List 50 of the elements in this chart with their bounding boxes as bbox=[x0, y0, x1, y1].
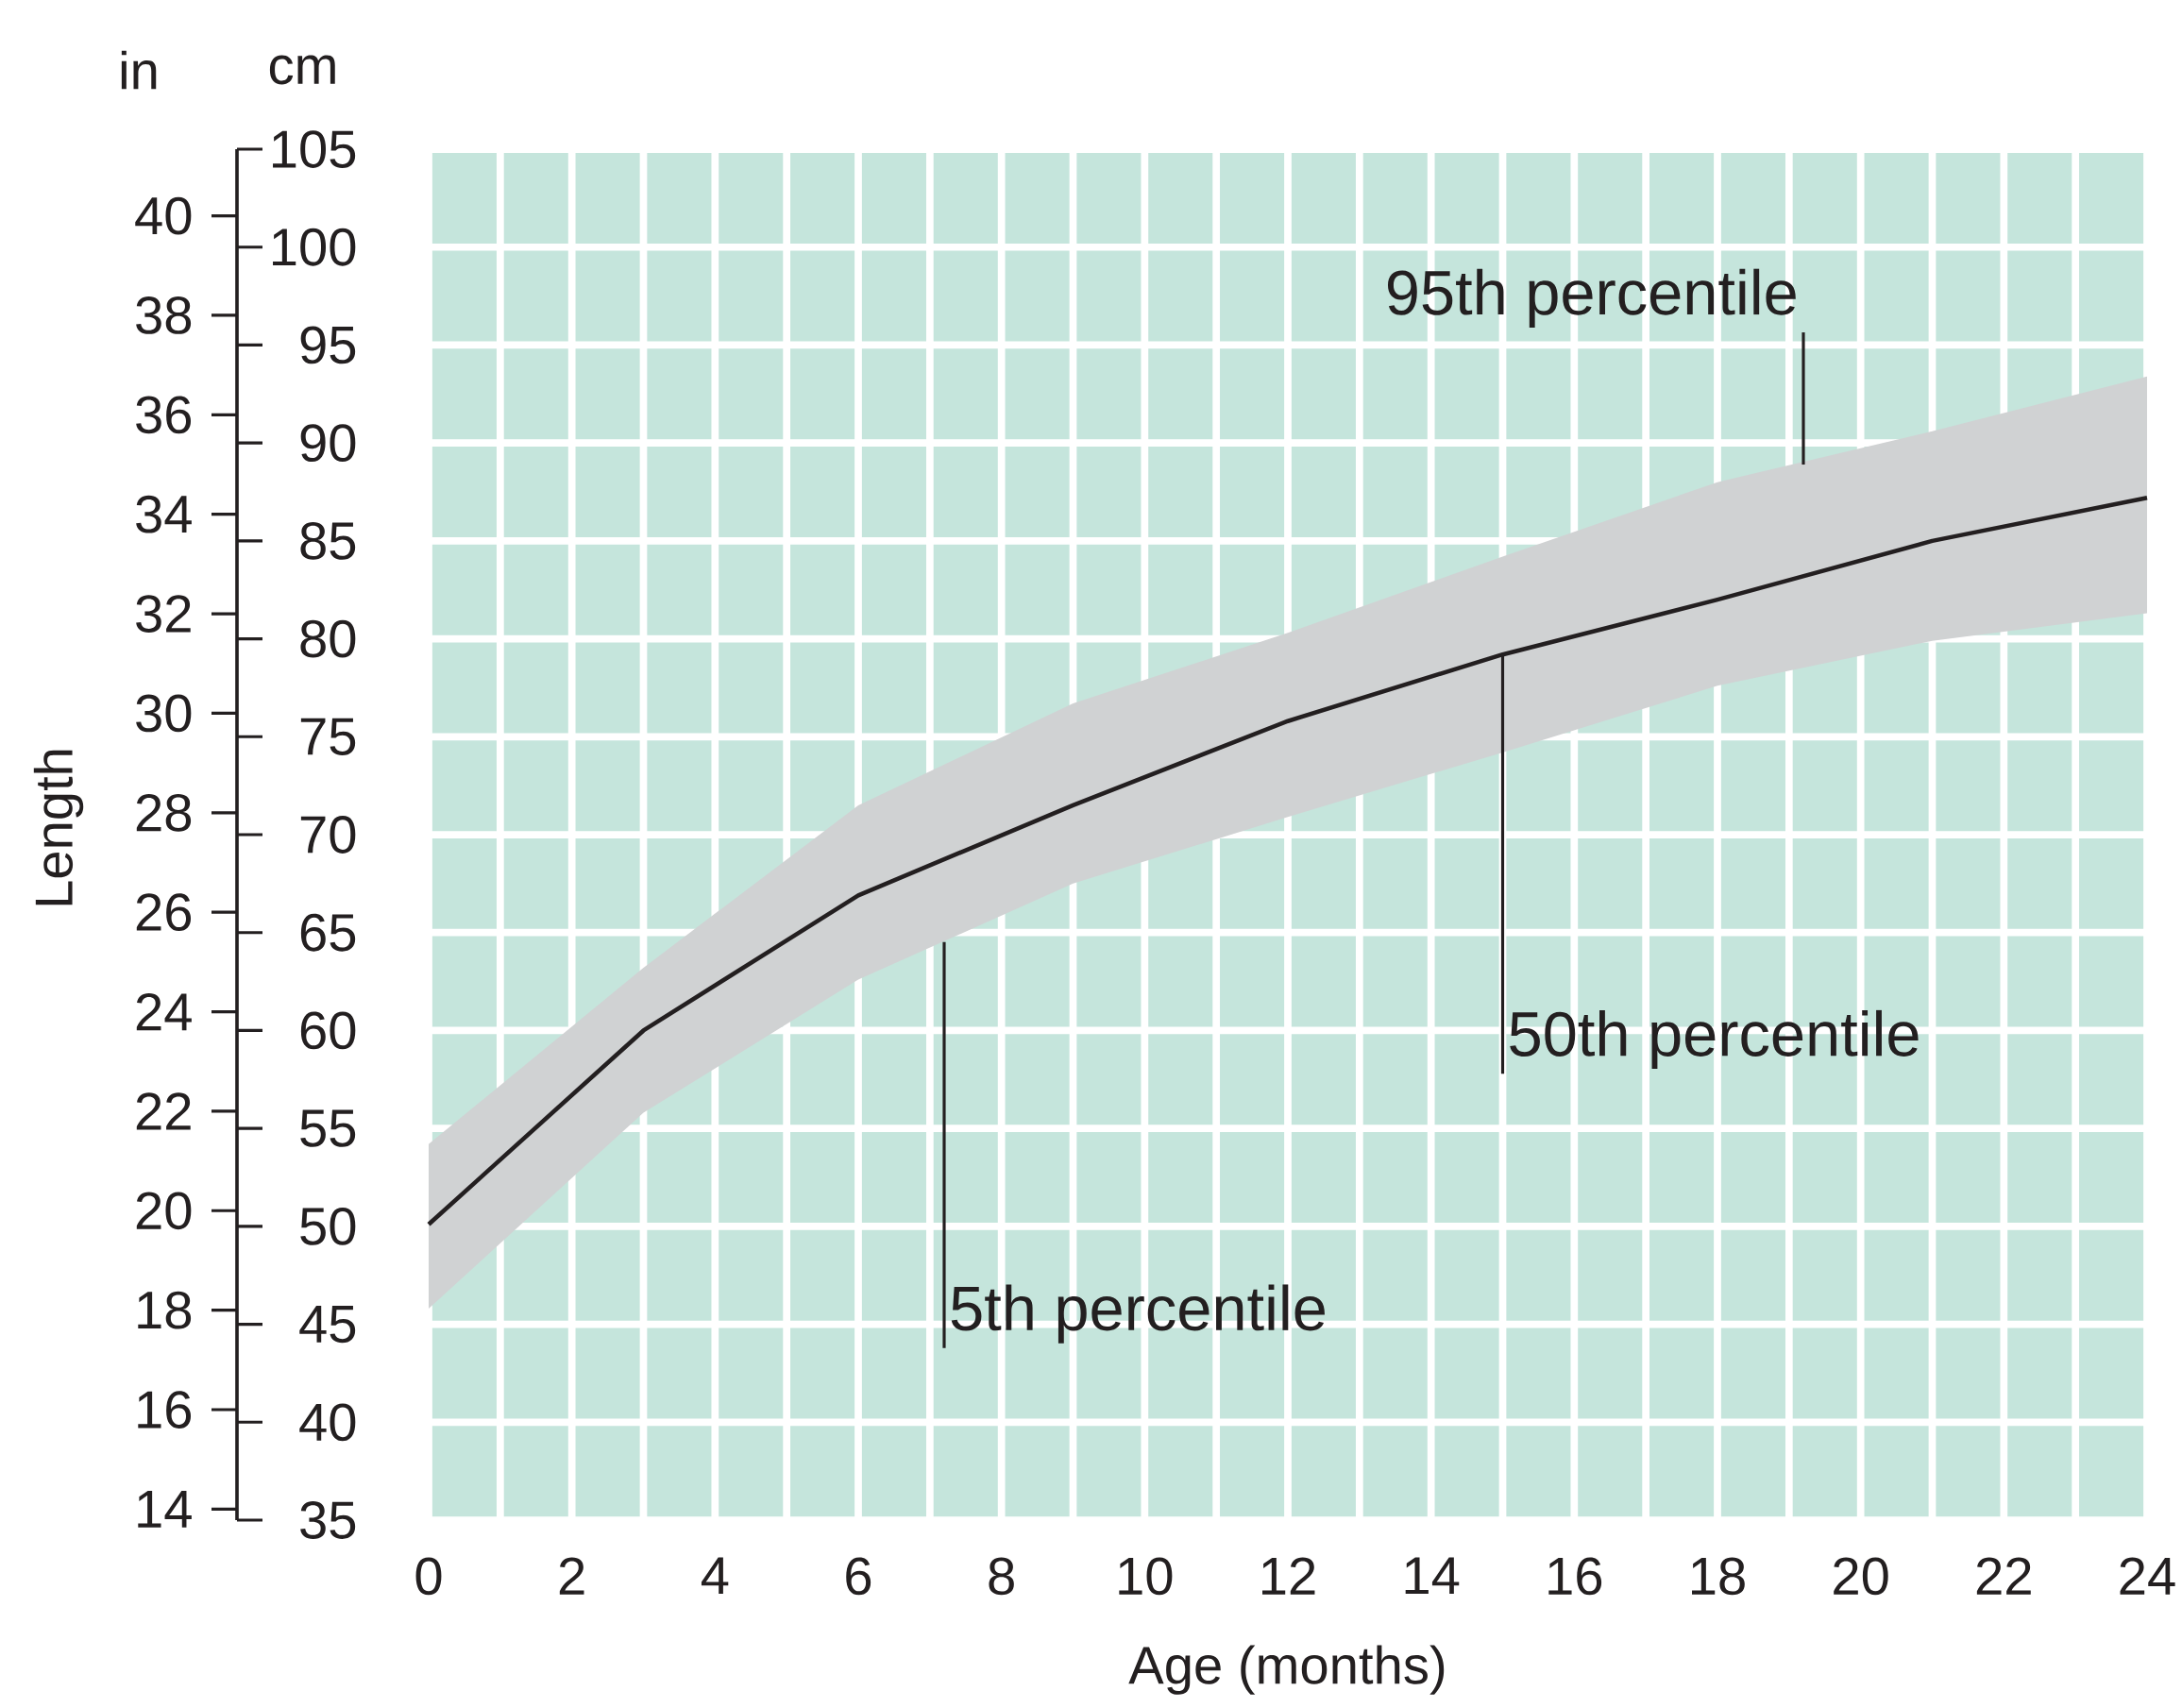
x-tick-label: 10 bbox=[1119, 1557, 1173, 1596]
y-tick-label: 16 bbox=[138, 1391, 192, 1429]
y2-tick-label: 70 bbox=[300, 816, 356, 854]
y2-tick-label: 80 bbox=[300, 619, 356, 658]
annotation: 95th percentile bbox=[1387, 268, 1796, 328]
y-tick-label: 38 bbox=[136, 296, 192, 334]
y2-tick-label: 60 bbox=[300, 1011, 356, 1050]
y2-tick-label: 50 bbox=[300, 1207, 356, 1245]
text: in bbox=[121, 50, 157, 90]
x-tick-label: 18 bbox=[1692, 1557, 1745, 1596]
y2-tick-label: 40 bbox=[299, 1403, 356, 1442]
y2-tick-label: 105 bbox=[273, 130, 356, 168]
y-tick-label: 28 bbox=[136, 793, 192, 832]
y2-tick-label: 85 bbox=[300, 521, 356, 560]
x-tick-label: 2 bbox=[559, 1557, 584, 1595]
x-tick-label: 6 bbox=[846, 1557, 871, 1596]
y-tick-label: 22 bbox=[136, 1092, 191, 1130]
y2-tick-label: 75 bbox=[300, 718, 356, 755]
x-tick-label: 14 bbox=[1405, 1557, 1460, 1595]
y-tick-label: 30 bbox=[136, 694, 192, 733]
x-tick-label: 22 bbox=[1976, 1557, 2031, 1595]
x-tick-label: 16 bbox=[1548, 1557, 1602, 1596]
x-axis-title: Age (months) bbox=[1128, 1645, 1445, 1695]
y2-tick-label: 90 bbox=[300, 424, 356, 463]
x-tick-label: 0 bbox=[415, 1557, 442, 1596]
annotation: 5th percentile bbox=[951, 1284, 1325, 1344]
y2-tick-label: 100 bbox=[273, 228, 356, 266]
y-tick-label: 14 bbox=[138, 1491, 192, 1528]
y-tick-label: 34 bbox=[136, 495, 192, 533]
line-series bbox=[426, 495, 2150, 1227]
y-tick-label: 40 bbox=[135, 196, 192, 235]
y-tick-label: 20 bbox=[136, 1192, 192, 1230]
x-tick-label: 4 bbox=[701, 1557, 729, 1595]
y-tick-label: 26 bbox=[136, 893, 192, 932]
y-tick-label: 36 bbox=[136, 396, 192, 434]
x-tick-label: 8 bbox=[989, 1557, 1014, 1596]
annotation: 50th percentile bbox=[1510, 1009, 1919, 1070]
y2-tick-label: 95 bbox=[300, 326, 356, 364]
y-axis-title: Length bbox=[33, 750, 84, 905]
x-tick-label: 12 bbox=[1262, 1557, 1315, 1595]
x-tick-label: 24 bbox=[2120, 1557, 2175, 1595]
y-tick-label: 18 bbox=[138, 1291, 192, 1329]
y2-tick-label: 55 bbox=[300, 1109, 356, 1147]
y2-axis-title: cm bbox=[269, 55, 335, 85]
y2-tick-label: 65 bbox=[300, 913, 356, 952]
x-tick-label: 20 bbox=[1834, 1557, 1888, 1596]
y2-tick-label: 45 bbox=[299, 1305, 356, 1344]
y-tick-label: 32 bbox=[136, 595, 191, 633]
y2-tick-label: 35 bbox=[300, 1501, 356, 1539]
y-tick-label: 24 bbox=[136, 992, 192, 1031]
